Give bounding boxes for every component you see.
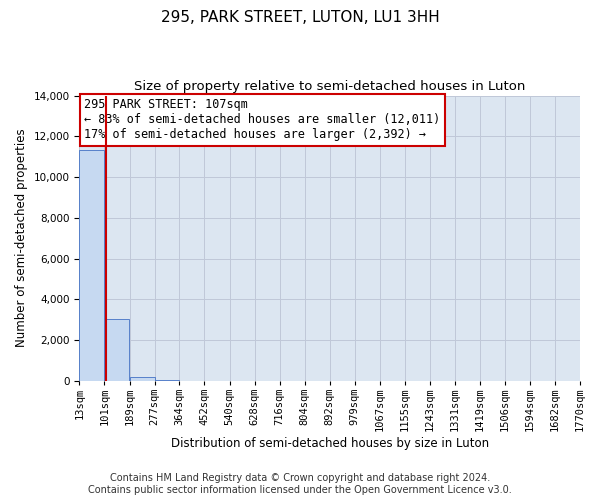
Bar (104, 318, 130, 381)
Text: 295 PARK STREET: 107sqm
← 83% of semi-detached houses are smaller (12,011)
17% o: 295 PARK STREET: 107sqm ← 83% of semi-de… (85, 98, 440, 142)
X-axis label: Distribution of semi-detached houses by size in Luton: Distribution of semi-detached houses by … (170, 437, 489, 450)
Bar (130, 377, 155, 381)
Text: 295, PARK STREET, LUTON, LU1 3HH: 295, PARK STREET, LUTON, LU1 3HH (161, 10, 439, 25)
Title: Size of property relative to semi-detached houses in Luton: Size of property relative to semi-detach… (134, 80, 526, 93)
Text: Contains HM Land Registry data © Crown copyright and database right 2024.
Contai: Contains HM Land Registry data © Crown c… (88, 474, 512, 495)
Y-axis label: Number of semi-detached properties: Number of semi-detached properties (15, 129, 28, 348)
Bar (155, 380, 179, 381)
Bar (79, 150, 104, 381)
